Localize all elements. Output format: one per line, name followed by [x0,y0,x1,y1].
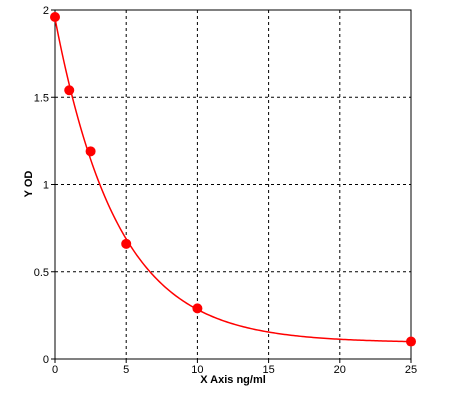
data-point [85,146,96,157]
x-tick-label: 20 [334,364,346,376]
y-axis-title: Y OD [23,171,35,198]
fit-curve [54,18,412,343]
y-tick-label: 0 [43,354,49,366]
x-tick-labels: 0 5 10 15 20 25 [52,359,417,376]
x-tick-label: 10 [191,364,203,376]
y-tick-labels: 0 0.5 1 1.5 2 [34,5,55,366]
y-tick-label: 0.5 [34,267,49,279]
x-tick-label: 5 [123,364,129,376]
y-tick-label: 1 [43,180,49,192]
data-points [50,11,416,347]
data-point [406,336,416,347]
data-point [121,238,132,249]
y-tick-label: 2 [43,5,49,17]
x-tick-label: 0 [52,364,58,376]
y-tick-label: 1.5 [34,92,49,104]
x-tick-label: 25 [405,364,417,376]
data-point [64,85,75,96]
x-tick-label: 15 [262,364,274,376]
data-point [192,303,203,314]
x-axis-title: X Axis ng/ml [200,374,266,386]
data-point [50,11,60,22]
gridlines [55,10,411,359]
